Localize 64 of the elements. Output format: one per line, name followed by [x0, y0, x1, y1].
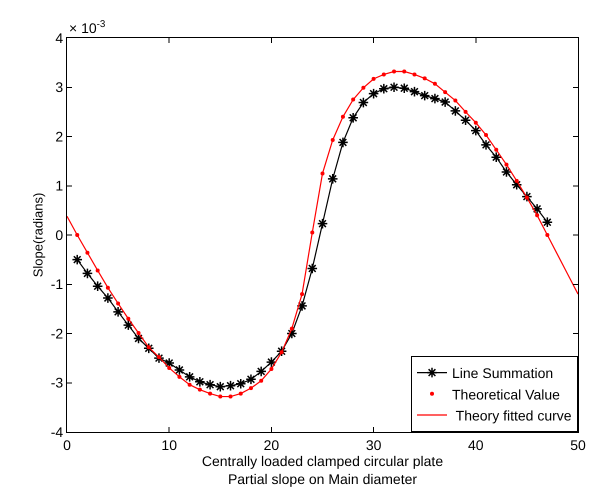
point: [82, 268, 93, 279]
x-tick-label: 40: [468, 436, 484, 453]
y-tick-label: -2: [50, 325, 64, 342]
point: [276, 346, 288, 357]
point: [112, 306, 124, 318]
legend-label: Line Summation: [452, 365, 554, 382]
y-tick-label: 3: [55, 79, 64, 96]
point: [235, 378, 246, 390]
point: [511, 179, 522, 190]
point: [174, 364, 185, 376]
point: [521, 191, 532, 202]
point: [440, 96, 451, 108]
point: [542, 216, 553, 228]
x-tick-label: 10: [161, 436, 178, 453]
point: [408, 86, 420, 98]
legend-label: Theory fitted curve: [452, 407, 572, 424]
point: [204, 379, 216, 390]
point: [214, 381, 226, 392]
point: [500, 166, 512, 178]
point: [378, 83, 390, 94]
point: [245, 374, 257, 385]
point: [532, 203, 543, 214]
point: [122, 320, 134, 331]
x-tick-label: 50: [570, 436, 586, 453]
point: [256, 366, 267, 377]
y-tick-label: -4: [50, 424, 64, 440]
point: [388, 82, 400, 93]
point: [470, 125, 482, 136]
point: [368, 88, 380, 100]
point: [419, 90, 430, 102]
x-axis-title: Centrally loaded clamped circular plate Partial slope on Main diameter: [202, 452, 444, 487]
point: [480, 139, 492, 150]
y-tick-label: -1: [50, 276, 64, 292]
point: [92, 280, 104, 292]
point: [429, 93, 440, 104]
y-tick-label: 0: [55, 226, 64, 243]
x-tick-label: 20: [264, 436, 280, 453]
point: [337, 136, 348, 148]
point: [143, 342, 154, 354]
point: [72, 254, 83, 266]
point: [184, 371, 196, 382]
point: [224, 380, 236, 392]
point: [398, 82, 410, 94]
point: [358, 96, 369, 108]
y-axis-title: Slope(radians): [30, 192, 46, 278]
point: [348, 112, 359, 124]
point: [306, 262, 318, 274]
text: × 10$^{-3}$: [69, 19, 106, 36]
point: [490, 152, 502, 163]
point: [153, 352, 165, 364]
point: [266, 356, 277, 368]
point: [194, 376, 206, 388]
point: [296, 300, 308, 312]
x-tick-label: 30: [366, 436, 382, 453]
point: [102, 292, 114, 304]
y-tick-label: -3: [50, 374, 64, 391]
point: [327, 173, 338, 184]
point: [450, 105, 461, 116]
y-tick-label: 2: [55, 128, 64, 144]
y-tick-label: 4: [55, 30, 64, 46]
point: [316, 218, 328, 230]
point: [460, 114, 472, 126]
y-tick-label: 1: [55, 178, 64, 194]
legend-label: Theoretical Value: [452, 386, 560, 402]
